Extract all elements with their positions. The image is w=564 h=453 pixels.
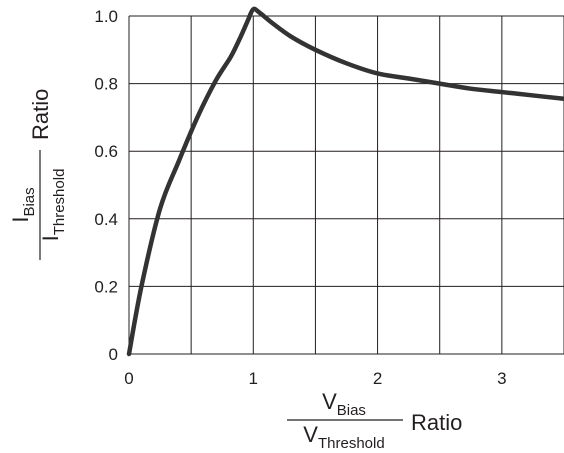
grid xyxy=(128,15,564,355)
series-line xyxy=(126,6,564,357)
y-tick-label: 0 xyxy=(109,345,118,364)
y-label-suffix: Ratio xyxy=(28,89,53,140)
x-label-suffix: Ratio xyxy=(411,410,462,435)
y-label-denominator: IThreshold xyxy=(38,169,68,242)
y-tick-label: 0.8 xyxy=(94,75,118,94)
x-axis-ticks: 0 1 2 3 xyxy=(124,369,506,388)
y-tick-label: 1.0 xyxy=(94,7,118,26)
series-group xyxy=(126,6,564,357)
y-axis-label: IBias IThreshold Ratio xyxy=(8,89,68,260)
y-tick-label: 0.4 xyxy=(94,210,118,229)
x-label-denominator: VThreshold xyxy=(303,422,384,452)
x-label-numerator: VBias xyxy=(322,389,366,419)
x-tick-label: 2 xyxy=(373,369,382,388)
y-axis-ticks: 0 0.2 0.4 0.6 0.8 1.0 xyxy=(94,7,118,364)
x-tick-label: 0 xyxy=(124,369,133,388)
x-tick-label: 1 xyxy=(249,369,258,388)
x-axis-label: VBias VThreshold Ratio xyxy=(287,389,462,452)
y-tick-label: 0.6 xyxy=(94,142,118,161)
y-tick-label: 0.2 xyxy=(94,277,118,296)
y-label-numerator: IBias xyxy=(8,187,38,222)
x-tick-label: 3 xyxy=(497,369,506,388)
